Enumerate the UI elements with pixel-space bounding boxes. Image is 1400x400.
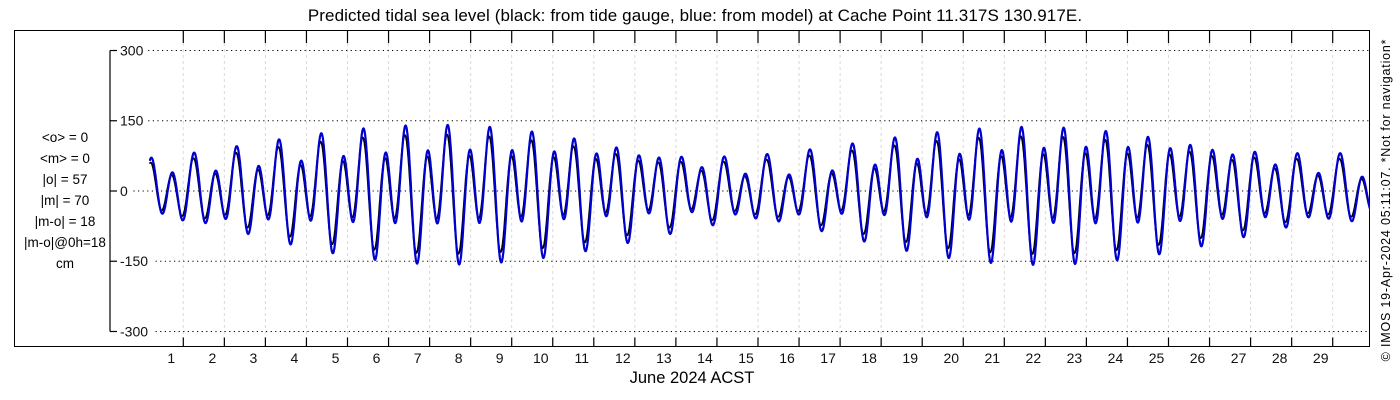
x-tick-label: 16: [779, 350, 795, 366]
x-tick-label: 3: [250, 350, 258, 366]
x-tick-label: 19: [902, 350, 918, 366]
y-tick-label: 150: [120, 113, 144, 129]
stats-line: |m-o| = 18: [34, 214, 96, 229]
x-tick-label: 20: [943, 350, 959, 366]
x-tick-label: 28: [1272, 350, 1288, 366]
stats-line: <o> = 0: [41, 130, 89, 145]
x-tick-label: 25: [1149, 350, 1165, 366]
x-tick-label: 18: [861, 350, 877, 366]
stats-line: |m-o|@0h=18: [24, 235, 106, 250]
model-tide-curve: [148, 123, 1370, 266]
x-tick-label: 29: [1313, 350, 1329, 366]
x-tick-label: 21: [985, 350, 1001, 366]
x-tick-label: 11: [575, 350, 590, 366]
x-tick-label: 15: [738, 350, 754, 366]
stats-block: <o> = 0 <m> = 0 |o| = 57 |m| = 70 |m-o| …: [15, 127, 115, 274]
x-tick-label: 2: [208, 350, 216, 366]
x-tick-label: 17: [820, 350, 836, 366]
plot-title: Predicted tidal sea level (black: from t…: [307, 6, 1083, 25]
stats-line: |m| = 70: [40, 193, 90, 208]
x-tick-label: 5: [332, 350, 340, 366]
x-tick-label: 22: [1026, 350, 1042, 366]
stats-line: |o| = 57: [42, 172, 88, 187]
y-tick-label: -150: [120, 253, 148, 269]
x-tick-label: 8: [455, 350, 463, 366]
x-tick-label: 7: [414, 350, 422, 366]
x-tick-label: 4: [291, 350, 299, 366]
x-tick-label: 14: [697, 350, 713, 366]
x-tick-label: 1: [167, 350, 175, 366]
watermark-text: © IMOS 19-Apr-2024 05:11:07. *Not for na…: [1379, 38, 1393, 362]
x-tick-label: 24: [1108, 350, 1124, 366]
x-tick-label: 9: [496, 350, 504, 366]
x-axis-label: June 2024 ACST: [629, 369, 755, 387]
stats-units: cm: [56, 256, 74, 271]
x-tick-label: 13: [656, 350, 672, 366]
y-tick-label: 300: [120, 42, 144, 58]
x-tick-label: 27: [1231, 350, 1247, 366]
y-tick-label: 0: [120, 183, 128, 199]
y-tick-label: -300: [120, 323, 148, 339]
x-tick-label: 10: [533, 350, 549, 366]
stats-line: <m> = 0: [40, 151, 90, 166]
x-tick-label: 12: [615, 350, 631, 366]
x-tick-label: 26: [1190, 350, 1206, 366]
plot-frame: [14, 30, 1370, 347]
x-tick-label: 23: [1067, 350, 1083, 366]
x-tick-label: 6: [373, 350, 381, 366]
